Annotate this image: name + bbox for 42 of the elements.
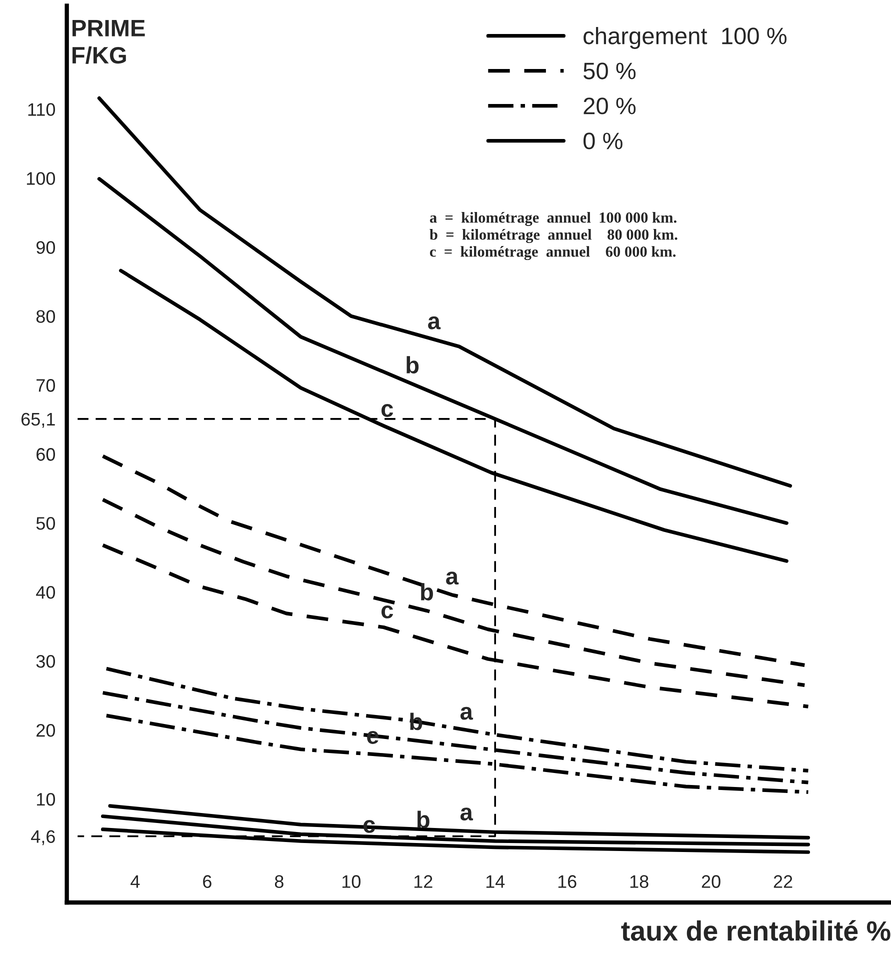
annotation: b = kilométrage annuel 80 000 km. xyxy=(430,229,678,244)
annotation: a xyxy=(460,706,474,720)
y-tick-label: 80 xyxy=(36,310,56,323)
y-tick-label: 70 xyxy=(36,379,56,392)
y-tick-label: 65,1 xyxy=(21,412,55,428)
y-tick-label: 4,6 xyxy=(31,830,55,846)
x-tick-label: 18 xyxy=(630,875,648,888)
y-axis-title: PRIME F/KG xyxy=(72,20,145,64)
annotation: c xyxy=(381,605,394,618)
legend-label: 50 % xyxy=(584,62,636,80)
annotation: a xyxy=(428,316,441,330)
x-tick-label: 22 xyxy=(774,875,792,888)
y-tick-label: 110 xyxy=(28,103,56,116)
y-tick-label: 60 xyxy=(36,448,56,461)
legend-label: 20 % xyxy=(584,98,636,114)
annotation: a xyxy=(446,572,459,585)
y-tick-label: 90 xyxy=(36,241,56,254)
y-tick-label: 50 xyxy=(36,517,56,530)
x-tick-label: 14 xyxy=(486,875,505,888)
annotation: a = kilométrage annuel 100 000 km. xyxy=(430,212,676,226)
annotation: b xyxy=(406,356,419,374)
x-tick-label: 6 xyxy=(203,875,212,888)
x-tick-label: 20 xyxy=(702,875,720,888)
x-tick-label: 8 xyxy=(274,875,284,888)
x-tick-label: 12 xyxy=(414,875,432,888)
annotation: a xyxy=(460,808,474,821)
x-tick-label: 16 xyxy=(558,875,576,888)
x-axis-title: taux de rentabilité % xyxy=(621,920,890,941)
line-series xyxy=(97,96,792,488)
annotation: c xyxy=(381,404,394,417)
y-tick-label: 10 xyxy=(37,792,56,806)
legend-label: 0 % xyxy=(584,132,622,150)
x-tick-label: 4 xyxy=(130,875,140,888)
y-tick-label: 100 xyxy=(26,172,56,185)
legend-label: chargement 100 % xyxy=(584,26,787,49)
y-tick-label: 40 xyxy=(36,586,56,599)
annotation: c = kilométrage annuel 60 000 km. xyxy=(430,246,676,260)
annotation: b xyxy=(417,810,430,828)
x-tick-label: 10 xyxy=(342,875,360,888)
y-tick-label: 30 xyxy=(36,654,56,668)
y-tick-label: 20 xyxy=(36,724,56,737)
annotation: b xyxy=(421,583,433,600)
